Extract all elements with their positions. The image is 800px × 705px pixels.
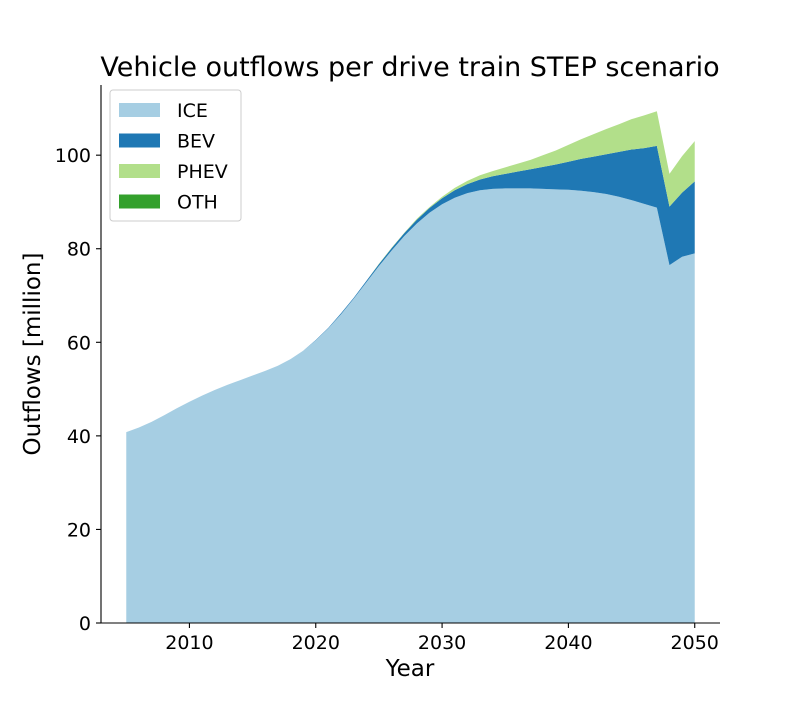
chart-title: Vehicle outflows per drive train STEP sc… bbox=[100, 52, 719, 83]
area-series-bev bbox=[126, 145, 695, 433]
y-tick-label: 40 bbox=[67, 426, 91, 448]
y-tick-label: 60 bbox=[67, 332, 91, 354]
legend-items: ICE BEV PHEV OTH bbox=[119, 100, 228, 214]
legend-label-phev: PHEV bbox=[177, 161, 228, 183]
y-tick-label: 0 bbox=[79, 613, 91, 635]
legend-label-bev: BEV bbox=[177, 131, 215, 153]
x-tick-label: 2020 bbox=[292, 632, 340, 654]
x-tick-label: 2010 bbox=[165, 632, 213, 654]
y-tick-label: 80 bbox=[67, 239, 91, 261]
legend-swatch-oth bbox=[119, 194, 160, 209]
x-tick-label: 2050 bbox=[671, 632, 719, 654]
axes-layer bbox=[100, 85, 720, 624]
legend-swatch-ice bbox=[119, 103, 160, 117]
x-tick-label: 2040 bbox=[544, 632, 592, 654]
y-axis-label: Outflows [million] bbox=[20, 253, 46, 456]
x-tick-label: 2030 bbox=[418, 632, 466, 654]
legend-swatch-bev bbox=[119, 133, 160, 148]
legend-swatch-phev bbox=[119, 164, 160, 178]
y-tick-label: 20 bbox=[67, 519, 91, 541]
y-tick-label: 100 bbox=[55, 145, 91, 167]
legend-label-oth: OTH bbox=[177, 192, 218, 214]
areas-layer bbox=[126, 111, 695, 623]
area-series-phev bbox=[126, 111, 695, 433]
area-series-ice bbox=[126, 188, 695, 623]
legend: ICE BEV PHEV OTH bbox=[109, 89, 242, 222]
legend-label-ice: ICE bbox=[177, 100, 208, 122]
legend-frame bbox=[109, 89, 242, 222]
x-axis-label: Year bbox=[385, 656, 435, 682]
